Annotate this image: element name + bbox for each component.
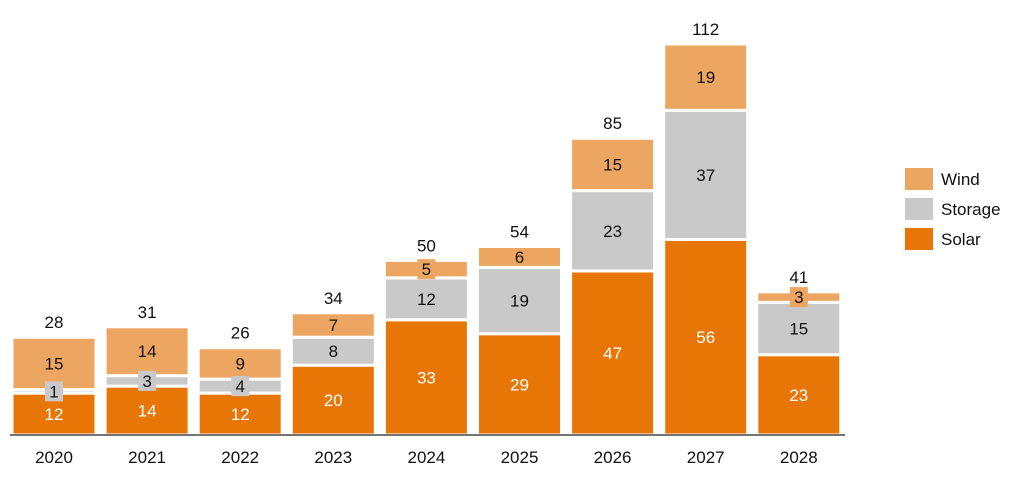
label-bg-storage-2022 xyxy=(231,376,250,397)
total-label-2028: 41 xyxy=(789,268,808,287)
total-label-2025: 54 xyxy=(510,222,529,241)
legend-label-storage: Storage xyxy=(941,200,1001,219)
data-label-storage-2023: 8 xyxy=(329,342,338,361)
x-tick-label-2028: 2028 xyxy=(780,448,818,467)
data-label-storage-2021: 3 xyxy=(142,372,151,391)
total-label-2021: 31 xyxy=(138,303,157,322)
data-label-solar-2024: 33 xyxy=(417,368,436,387)
x-tick-label-2023: 2023 xyxy=(314,448,352,467)
data-label-solar-2020: 12 xyxy=(45,405,64,424)
data-label-storage-2022: 4 xyxy=(235,377,244,396)
bar-wind-2025 xyxy=(476,244,563,269)
data-label-wind-2027: 19 xyxy=(696,68,715,87)
data-label-wind-2022: 9 xyxy=(235,354,244,373)
data-label-wind-2023: 7 xyxy=(329,316,338,335)
data-label-solar-2022: 12 xyxy=(231,405,250,424)
data-label-storage-2025: 19 xyxy=(510,292,529,311)
data-label-wind-2024: 5 xyxy=(422,260,431,279)
x-tick-labels: 2020 2021 2022 2023 2024 2025 2026 2027 2028 xyxy=(35,448,818,467)
data-label-solar-2027: 56 xyxy=(696,328,715,347)
bar-wind-2026 xyxy=(569,136,657,193)
data-label-solar-2026: 47 xyxy=(603,344,622,363)
bars-group xyxy=(10,42,843,437)
bar-wind-2022 xyxy=(196,346,284,381)
x-tick-label-2021: 2021 xyxy=(128,448,166,467)
x-tick-label-2022: 2022 xyxy=(221,448,259,467)
data-label-wind-2026: 15 xyxy=(603,155,622,174)
total-label-2024: 50 xyxy=(417,236,436,255)
bar-solar-2021 xyxy=(103,384,191,437)
data-label-storage-2028: 15 xyxy=(789,320,808,339)
data-label-solar-2021: 14 xyxy=(138,402,157,421)
data-label-wind-2021: 14 xyxy=(138,342,157,361)
data-label-storage-2020: 1 xyxy=(49,382,58,401)
data-label-storage-2027: 37 xyxy=(696,166,715,185)
data-label-solar-2023: 20 xyxy=(324,391,343,410)
label-bg-wind-2028 xyxy=(789,287,808,308)
bar-storage-2025 xyxy=(476,265,563,336)
legend-label-solar: Solar xyxy=(941,230,981,249)
legend-swatch-storage xyxy=(905,198,933,220)
labels-group: 1211528143143112492620873433125502919654… xyxy=(45,20,809,424)
bar-solar-2024 xyxy=(382,318,470,437)
label-bg-wind-2024 xyxy=(417,259,436,280)
bar-wind-2023 xyxy=(289,311,377,339)
legend: Wind Storage Solar xyxy=(905,168,1001,250)
bar-solar-2027 xyxy=(662,237,750,437)
x-tick-label-2024: 2024 xyxy=(407,448,445,467)
x-tick-label-2026: 2026 xyxy=(594,448,632,467)
total-label-2020: 28 xyxy=(45,313,64,332)
label-bg-storage-2020 xyxy=(45,381,63,402)
bar-solar-2025 xyxy=(476,332,563,437)
legend-swatch-solar xyxy=(905,228,933,250)
data-label-storage-2024: 12 xyxy=(417,290,436,309)
label-bg-storage-2021 xyxy=(138,370,157,391)
bar-wind-2027 xyxy=(662,42,750,112)
data-label-solar-2025: 29 xyxy=(510,375,529,394)
data-label-storage-2026: 23 xyxy=(603,222,622,241)
total-label-2022: 26 xyxy=(231,324,250,343)
bar-solar-2028 xyxy=(755,353,843,437)
legend-label-wind: Wind xyxy=(941,170,980,189)
bar-storage-2023 xyxy=(289,335,377,367)
total-label-2023: 34 xyxy=(324,289,343,308)
x-tick-label-2025: 2025 xyxy=(501,448,539,467)
data-label-wind-2020: 15 xyxy=(45,354,64,373)
data-label-wind-2025: 6 xyxy=(515,248,524,267)
x-tick-label-2020: 2020 xyxy=(35,448,73,467)
data-label-wind-2028: 3 xyxy=(794,288,803,307)
total-label-2026: 85 xyxy=(603,114,622,133)
x-tick-label-2027: 2027 xyxy=(687,448,725,467)
total-label-2027: 112 xyxy=(692,20,719,39)
bar-wind-2021 xyxy=(103,325,191,378)
data-label-solar-2028: 23 xyxy=(789,386,808,405)
legend-swatch-wind xyxy=(905,168,933,190)
